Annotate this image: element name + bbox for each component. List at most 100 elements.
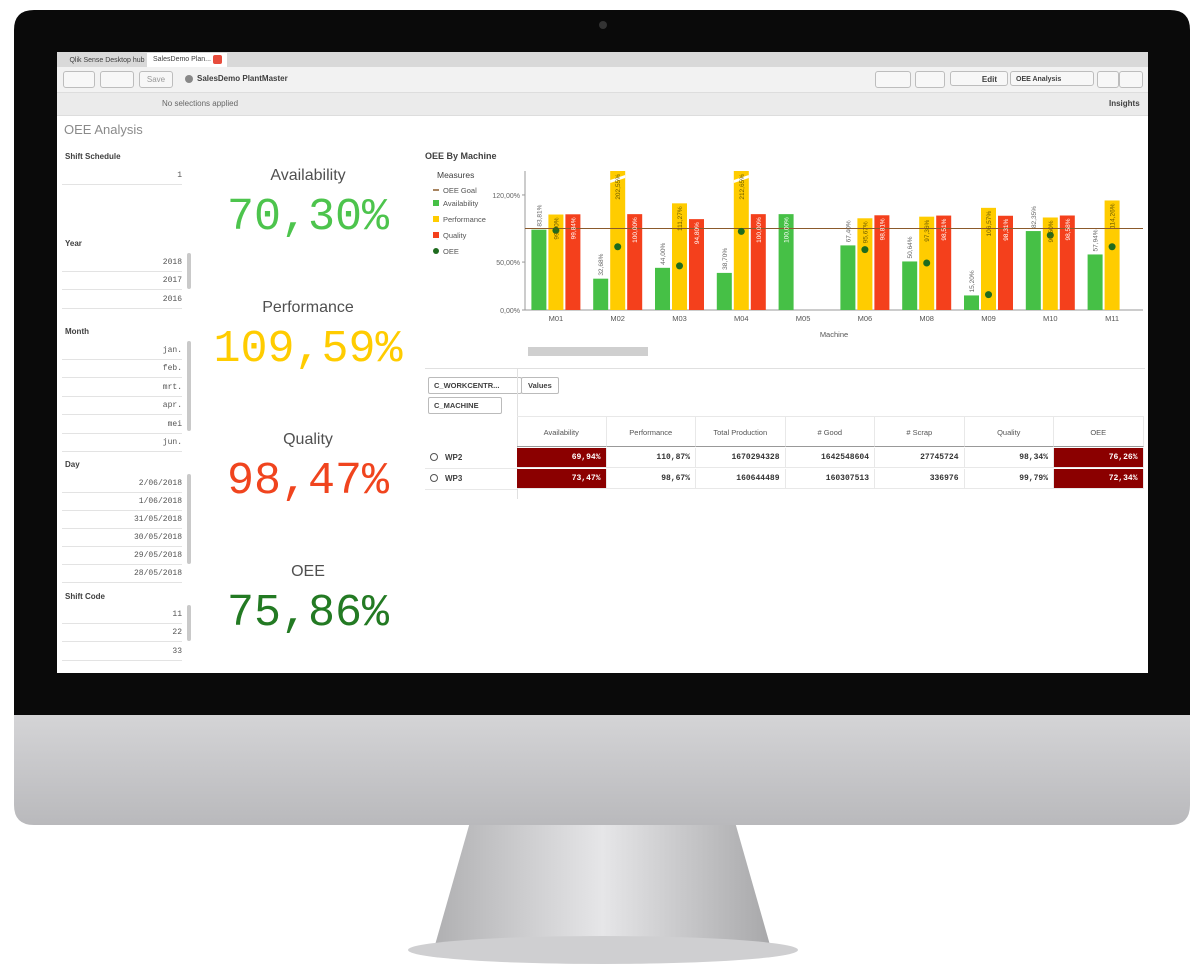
bar <box>1087 254 1103 310</box>
filter-title: Month <box>65 327 89 336</box>
dimension-button[interactable]: C_WORKCENTR... <box>428 377 523 394</box>
filter-item[interactable]: 29/05/2018 <box>62 547 182 565</box>
next-button[interactable] <box>1119 71 1143 88</box>
legend-title: Measures <box>437 170 474 180</box>
filter-item[interactable]: 1/06/2018 <box>62 493 182 511</box>
scrollbar <box>187 341 191 431</box>
filter-item[interactable]: jan. <box>62 342 182 360</box>
bar <box>874 215 890 310</box>
data-label: 98,31% <box>1003 219 1010 241</box>
bar <box>548 214 564 310</box>
device-button[interactable] <box>915 71 945 88</box>
legend-entry: OEE <box>443 247 459 256</box>
legend-symbol <box>433 200 439 206</box>
save-button[interactable]: Save <box>139 71 173 88</box>
sheet-button[interactable]: OEE Analysis <box>1010 71 1094 86</box>
filter-item[interactable]: 11 <box>62 606 182 624</box>
present-button[interactable] <box>875 71 911 88</box>
data-label: 94,80% <box>694 222 701 244</box>
data-label: 98,81% <box>879 218 886 240</box>
filter-item[interactable]: mei <box>62 416 182 434</box>
data-label: 32,68% <box>598 253 605 275</box>
filter-item[interactable]: 22 <box>62 624 182 642</box>
menu-button[interactable] <box>100 71 134 88</box>
table-cell: 76,26% <box>1054 448 1144 468</box>
selections-text: No selections applied <box>162 99 239 108</box>
tab-close[interactable] <box>213 55 222 64</box>
filter-item[interactable]: 2018 <box>62 254 182 272</box>
filter-title: Shift Code <box>65 592 105 601</box>
clip-marker <box>733 175 749 183</box>
data-label: 98,51% <box>941 218 948 240</box>
bar <box>840 245 856 310</box>
data-label: 97,36% <box>924 219 931 241</box>
kpi-title: Quality <box>283 431 333 448</box>
y-tick-label: 50,00% <box>496 260 520 267</box>
bar <box>1059 215 1075 310</box>
clip-marker <box>610 175 626 183</box>
filter-item[interactable]: 31/05/2018 <box>62 511 182 529</box>
bar <box>610 171 626 310</box>
tab[interactable]: SalesDemo Plan... <box>147 53 227 67</box>
filter-item[interactable]: 30/05/2018 <box>62 529 182 547</box>
tab[interactable]: Qlik Sense Desktop hub <box>69 57 145 64</box>
table-cell: 336976 <box>875 469 965 489</box>
x-tick-label: M04 <box>734 314 749 323</box>
dimension-button[interactable]: C_MACHINE <box>428 397 502 414</box>
column-header: Performance <box>606 416 696 447</box>
data-label: 44,00% <box>660 243 667 265</box>
oee-point <box>552 226 560 234</box>
kpi-value: 109,59% <box>213 324 403 375</box>
data-label: 83,81% <box>536 204 543 226</box>
filter-item[interactable]: 28/05/2018 <box>62 565 182 583</box>
data-label: 100,00% <box>756 217 763 243</box>
filter-item[interactable]: 2017 <box>62 272 182 290</box>
pivot-table: C_WORKCENTR... C_MACHINE Values Availabilit… <box>425 368 1145 548</box>
column-header: # Good <box>785 416 875 447</box>
legend-entry: Performance <box>443 215 486 224</box>
scrollbar <box>528 347 648 356</box>
x-tick-label: M06 <box>858 314 873 323</box>
data-label: 100,00% <box>784 217 791 243</box>
filter-item[interactable]: feb. <box>62 360 182 378</box>
data-label: 111,27% <box>677 206 684 231</box>
table-cell: 98,34% <box>964 448 1054 468</box>
row-expand <box>430 453 438 461</box>
filter-item[interactable]: 33 <box>62 643 182 661</box>
column-header: # Scrap <box>875 416 965 447</box>
table-cell: 160307513 <box>785 469 875 489</box>
bar <box>981 207 996 310</box>
table-cell: 160644489 <box>696 469 786 489</box>
table-cell: 72,34% <box>1054 469 1144 489</box>
divider <box>517 368 518 499</box>
edit-button[interactable]: Edit <box>950 71 1008 86</box>
chart-title: OEE By Machine <box>425 151 497 161</box>
bar <box>733 171 749 310</box>
filter-item[interactable]: jun. <box>62 434 182 452</box>
filter-title: Shift Schedule <box>65 152 121 161</box>
bar <box>902 261 918 310</box>
data-label: 15,20% <box>969 270 976 292</box>
filter-item[interactable]: apr. <box>62 397 182 415</box>
oee-point <box>985 291 992 299</box>
prev-button[interactable] <box>1097 71 1119 88</box>
oee-point <box>737 227 745 235</box>
filter-item[interactable]: 2/06/2018 <box>62 475 182 493</box>
scrollbar <box>187 253 191 289</box>
data-label: 57,94% <box>1093 229 1100 251</box>
selection-bar: No selections applied Insights <box>57 93 1148 116</box>
oee-point <box>676 262 683 270</box>
filter-item[interactable]: 2016 <box>62 291 182 309</box>
filter-item[interactable]: 1 <box>62 167 182 185</box>
nav-button[interactable] <box>63 71 95 88</box>
filter-title: Day <box>65 460 80 469</box>
data-label: 114,26% <box>1110 203 1117 228</box>
table-cell: 1642548604 <box>785 448 875 468</box>
table-cell: 27745724 <box>875 448 965 468</box>
x-tick-label: M08 <box>919 314 934 323</box>
filter-item[interactable]: mrt. <box>62 379 182 397</box>
insights-button[interactable]: Insights <box>1109 99 1140 108</box>
oee-point <box>614 243 622 251</box>
x-tick-label: M11 <box>1105 314 1119 323</box>
column-header: Total Production <box>696 416 786 447</box>
